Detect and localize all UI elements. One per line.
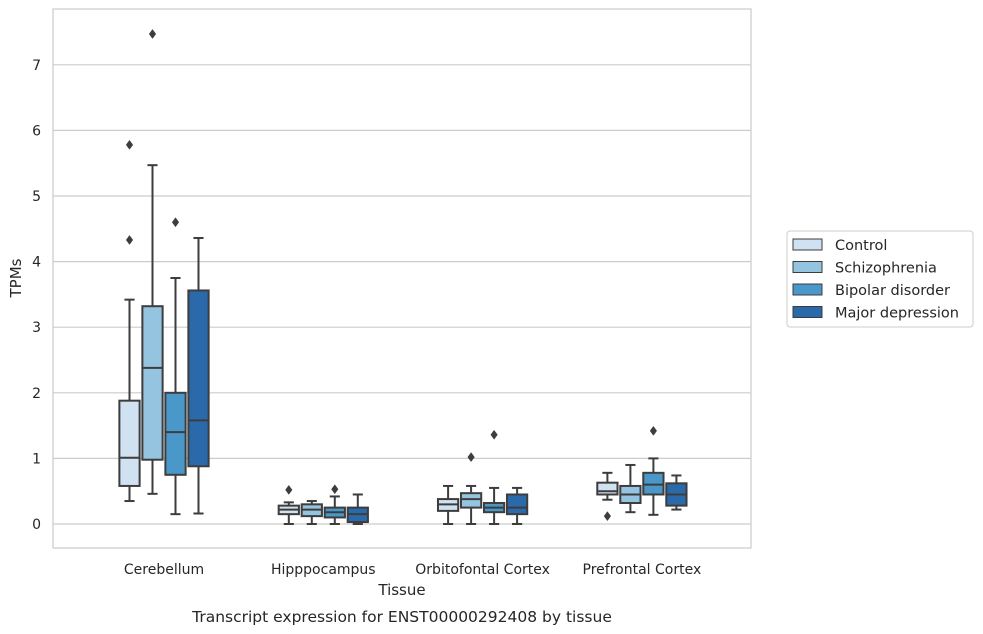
series-group bbox=[141, 29, 642, 525]
y-axis-title: TPMs bbox=[7, 258, 25, 298]
box-body bbox=[141, 305, 164, 461]
outlier-point bbox=[490, 429, 498, 440]
box-body bbox=[118, 399, 141, 487]
outlier-point bbox=[467, 452, 475, 463]
box bbox=[596, 471, 619, 522]
box bbox=[436, 484, 460, 525]
box-body bbox=[596, 481, 619, 496]
outlier-point bbox=[649, 425, 658, 436]
box-body bbox=[505, 493, 529, 516]
box-body bbox=[164, 391, 187, 476]
box-body bbox=[459, 492, 483, 509]
y-tick-label: 5 bbox=[32, 189, 41, 205]
x-tick-label: Orbitofontal Cortex bbox=[415, 562, 550, 578]
outlier-point bbox=[125, 139, 134, 150]
y-tick-label: 0 bbox=[32, 517, 41, 533]
legend-swatch bbox=[792, 238, 823, 251]
legend: Control Schizophrenia Bipolar disorder Majo… bbox=[786, 230, 974, 328]
box bbox=[619, 463, 642, 514]
x-tick-label: Prefrontal Cortex bbox=[583, 562, 702, 578]
x-tick-label: Cerebellum bbox=[124, 562, 204, 578]
legend-frame bbox=[786, 230, 974, 328]
x-axis-ticks: Cerebellum Hipppocampus Orbitofontal Corte… bbox=[124, 562, 701, 578]
x-axis-title: Tissue bbox=[377, 581, 425, 599]
box bbox=[642, 425, 665, 516]
legend-label: Schizophrenia bbox=[835, 261, 937, 277]
outlier-point bbox=[171, 217, 180, 228]
series-group bbox=[187, 236, 688, 525]
box bbox=[505, 486, 529, 525]
series-group bbox=[118, 139, 619, 525]
series-group bbox=[164, 217, 665, 525]
outlier-point bbox=[285, 484, 293, 495]
box bbox=[118, 139, 141, 503]
legend-swatch bbox=[792, 283, 823, 296]
outlier-point bbox=[148, 29, 157, 39]
y-axis-ticks: 0 1 2 3 4 5 6 7 bbox=[32, 58, 41, 533]
box bbox=[300, 500, 323, 525]
box bbox=[459, 452, 483, 525]
legend-swatch bbox=[792, 261, 823, 273]
y-tick-label: 2 bbox=[32, 386, 41, 402]
box-body bbox=[187, 289, 210, 468]
outlier-point bbox=[331, 484, 339, 495]
box bbox=[482, 429, 506, 525]
legend-swatch bbox=[792, 306, 823, 318]
y-tick-label: 4 bbox=[32, 255, 41, 271]
box bbox=[665, 474, 688, 511]
box bbox=[346, 493, 369, 525]
y-tick-label: 6 bbox=[32, 123, 41, 139]
box bbox=[141, 29, 164, 495]
legend-label: Control bbox=[835, 238, 887, 254]
outlier-point bbox=[125, 235, 134, 245]
y-tick-label: 3 bbox=[32, 320, 41, 336]
y-tick-label: 7 bbox=[32, 58, 41, 74]
plot-area-frame bbox=[52, 8, 752, 549]
figure-caption: Transcript expression for ENST0000029240… bbox=[191, 608, 612, 626]
outlier-point bbox=[603, 511, 612, 522]
box bbox=[164, 217, 187, 516]
y-tick-label: 1 bbox=[32, 451, 41, 467]
box bbox=[277, 484, 300, 525]
legend-label: Bipolar disorder bbox=[835, 283, 950, 299]
box-series bbox=[118, 29, 688, 525]
box bbox=[187, 236, 210, 515]
x-tick-label: Hipppocampus bbox=[271, 562, 376, 578]
legend-label: Major depression bbox=[835, 306, 959, 322]
box bbox=[323, 484, 346, 525]
